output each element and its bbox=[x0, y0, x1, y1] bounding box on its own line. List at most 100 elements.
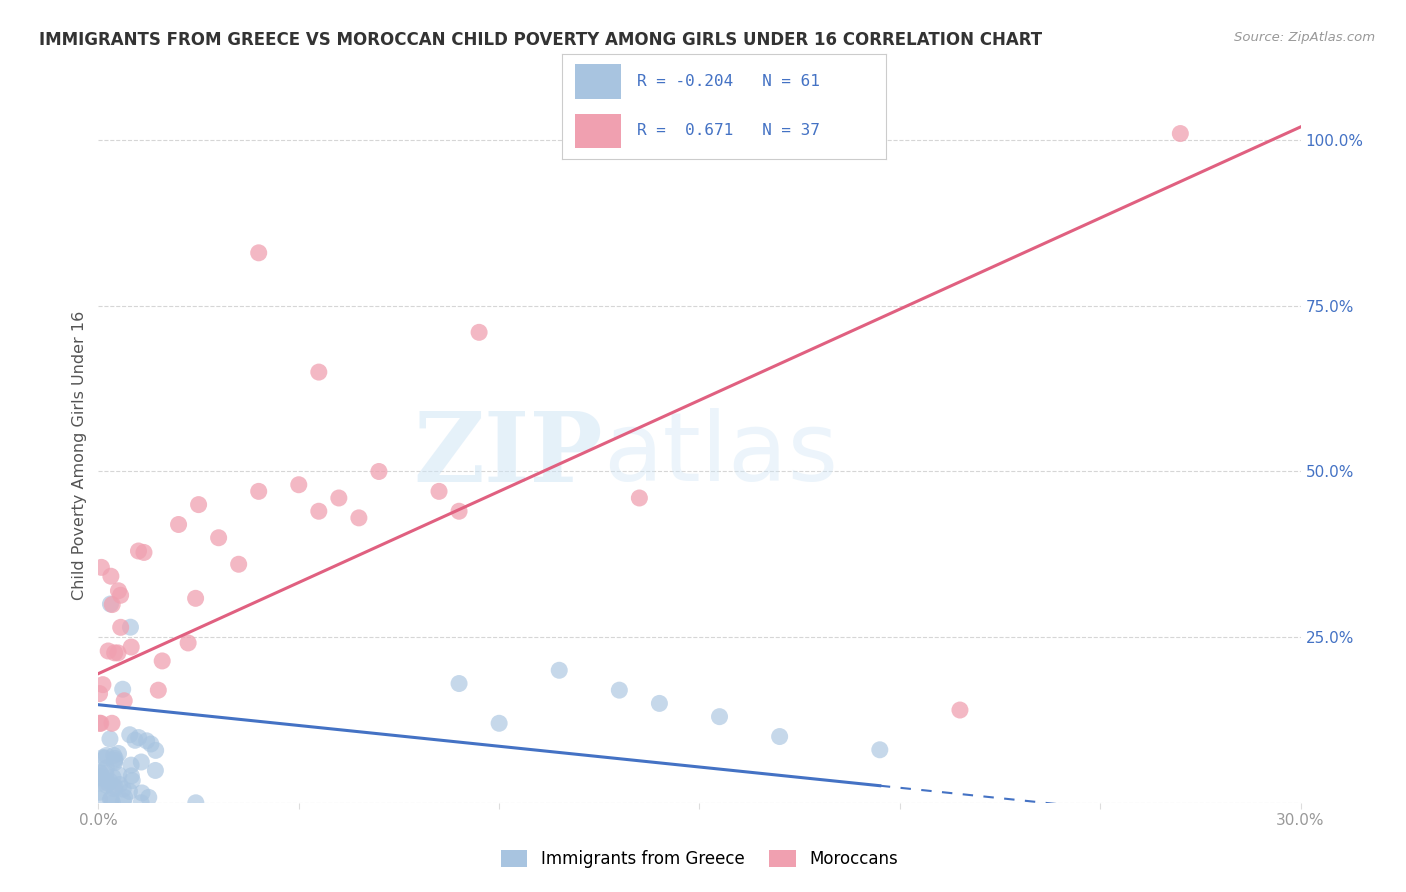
Point bbox=[100, 569, 122, 583]
Point bbox=[167, 517, 190, 532]
Point bbox=[247, 245, 270, 260]
Point bbox=[949, 703, 972, 717]
Point bbox=[120, 769, 142, 783]
Point bbox=[447, 504, 470, 518]
Text: R = -0.204   N = 61: R = -0.204 N = 61 bbox=[637, 74, 820, 89]
Point bbox=[308, 365, 330, 379]
Y-axis label: Child Poverty Among Girls Under 16: Child Poverty Among Girls Under 16 bbox=[72, 310, 87, 599]
Point bbox=[1170, 127, 1192, 141]
Point bbox=[90, 766, 112, 780]
Text: ZIP: ZIP bbox=[413, 408, 603, 502]
Point bbox=[103, 781, 125, 796]
Point bbox=[104, 780, 127, 794]
Point bbox=[150, 654, 173, 668]
Point bbox=[103, 756, 125, 770]
Point bbox=[869, 743, 891, 757]
Point bbox=[208, 531, 231, 545]
Point bbox=[107, 646, 129, 660]
Point bbox=[90, 716, 112, 731]
Point bbox=[548, 663, 571, 677]
Point bbox=[184, 796, 207, 810]
Point bbox=[120, 620, 142, 634]
Point bbox=[132, 545, 155, 559]
Point bbox=[427, 484, 450, 499]
Legend: Immigrants from Greece, Moroccans: Immigrants from Greece, Moroccans bbox=[494, 843, 905, 874]
Point bbox=[110, 620, 132, 634]
Point bbox=[96, 748, 118, 763]
Point bbox=[91, 750, 114, 764]
Point bbox=[100, 792, 122, 806]
Point bbox=[101, 598, 124, 612]
Point bbox=[89, 765, 111, 780]
Point bbox=[138, 790, 160, 805]
Text: R =  0.671   N = 37: R = 0.671 N = 37 bbox=[637, 123, 820, 138]
Point bbox=[121, 773, 143, 788]
Point bbox=[91, 678, 114, 692]
Text: IMMIGRANTS FROM GREECE VS MOROCCAN CHILD POVERTY AMONG GIRLS UNDER 16 CORRELATIO: IMMIGRANTS FROM GREECE VS MOROCCAN CHILD… bbox=[39, 31, 1042, 49]
Point bbox=[648, 697, 671, 711]
Point bbox=[100, 792, 122, 806]
Point bbox=[129, 796, 152, 810]
Point bbox=[131, 786, 153, 800]
Point bbox=[228, 558, 250, 572]
Point bbox=[112, 782, 135, 797]
Point bbox=[96, 778, 118, 792]
Point bbox=[347, 511, 370, 525]
Point bbox=[111, 682, 134, 697]
Point bbox=[118, 728, 141, 742]
FancyBboxPatch shape bbox=[575, 113, 620, 148]
Point bbox=[94, 751, 117, 765]
Text: Source: ZipAtlas.com: Source: ZipAtlas.com bbox=[1234, 31, 1375, 45]
Point bbox=[124, 733, 146, 747]
Point bbox=[89, 770, 111, 784]
Point bbox=[368, 465, 391, 479]
Point bbox=[120, 640, 142, 654]
Point bbox=[112, 794, 135, 808]
Point bbox=[103, 748, 125, 763]
Point bbox=[135, 734, 157, 748]
Point bbox=[328, 491, 350, 505]
Point bbox=[112, 694, 135, 708]
Point bbox=[89, 716, 111, 731]
Point bbox=[97, 644, 120, 658]
Point bbox=[769, 730, 792, 744]
Point bbox=[104, 751, 127, 765]
Point bbox=[89, 776, 111, 790]
Point bbox=[139, 737, 162, 751]
Point bbox=[247, 484, 270, 499]
Point bbox=[184, 591, 207, 606]
Point bbox=[98, 774, 121, 789]
Point bbox=[118, 784, 141, 798]
Point bbox=[101, 796, 124, 810]
Point bbox=[120, 758, 142, 772]
Point bbox=[709, 709, 731, 723]
Point bbox=[308, 504, 330, 518]
Point bbox=[145, 743, 167, 757]
Point bbox=[97, 776, 120, 790]
Point bbox=[107, 747, 129, 761]
Point bbox=[98, 731, 121, 746]
Point bbox=[101, 770, 124, 784]
Point bbox=[107, 768, 129, 782]
Point bbox=[90, 560, 112, 574]
Point bbox=[100, 597, 122, 611]
Point bbox=[91, 772, 114, 786]
Point bbox=[609, 683, 631, 698]
Point bbox=[114, 790, 136, 805]
Point bbox=[145, 764, 167, 778]
Point bbox=[96, 761, 118, 775]
Point bbox=[94, 766, 117, 780]
Point bbox=[89, 792, 111, 806]
Point bbox=[89, 687, 111, 701]
FancyBboxPatch shape bbox=[575, 64, 620, 99]
Point bbox=[288, 477, 311, 491]
Point bbox=[628, 491, 651, 505]
Point bbox=[488, 716, 510, 731]
Point bbox=[128, 544, 150, 558]
Point bbox=[177, 636, 200, 650]
Point bbox=[110, 588, 132, 602]
Point bbox=[101, 716, 124, 731]
Point bbox=[187, 498, 209, 512]
Point bbox=[468, 326, 491, 340]
Point bbox=[148, 683, 170, 698]
